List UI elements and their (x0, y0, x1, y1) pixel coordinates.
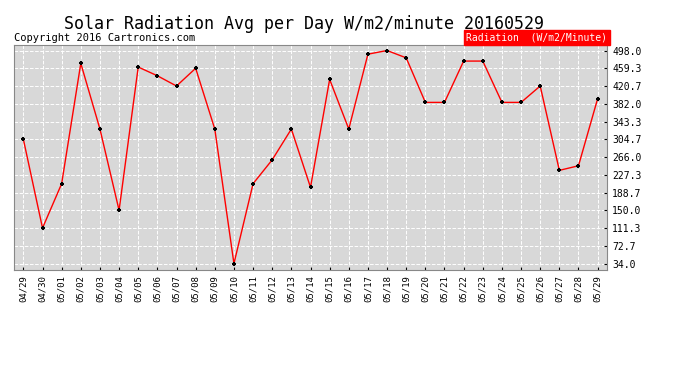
Point (18, 136, 29, 142)
Point (515, 99, 526, 105)
Point (401, 55, 412, 61)
Point (343, 126, 354, 132)
Point (286, 126, 297, 132)
Point (171, 83, 182, 89)
Point (132, 64, 144, 70)
Point (267, 157, 278, 163)
Point (535, 83, 546, 89)
Point (152, 73, 163, 79)
Text: Radiation  (W/m2/Minute): Radiation (W/m2/Minute) (466, 33, 607, 43)
Point (56, 181, 67, 187)
Point (382, 48, 393, 54)
Point (248, 181, 259, 187)
Point (592, 96, 603, 102)
Text: Copyright 2016 Cartronics.com: Copyright 2016 Cartronics.com (14, 33, 195, 43)
Text: Solar Radiation Avg per Day W/m2/minute 20160529: Solar Radiation Avg per Day W/m2/minute … (63, 15, 544, 33)
Point (420, 99, 431, 105)
Point (37, 225, 48, 231)
Point (305, 184, 316, 190)
Point (573, 163, 584, 169)
Point (458, 58, 469, 64)
Point (496, 99, 507, 105)
Point (554, 167, 565, 173)
Point (477, 58, 489, 64)
Point (75, 60, 86, 66)
Point (362, 51, 373, 57)
Point (114, 207, 125, 213)
Point (439, 99, 450, 105)
Point (95, 126, 106, 132)
Point (209, 126, 220, 132)
Point (324, 76, 335, 82)
Point (190, 65, 201, 71)
Point (228, 261, 239, 267)
